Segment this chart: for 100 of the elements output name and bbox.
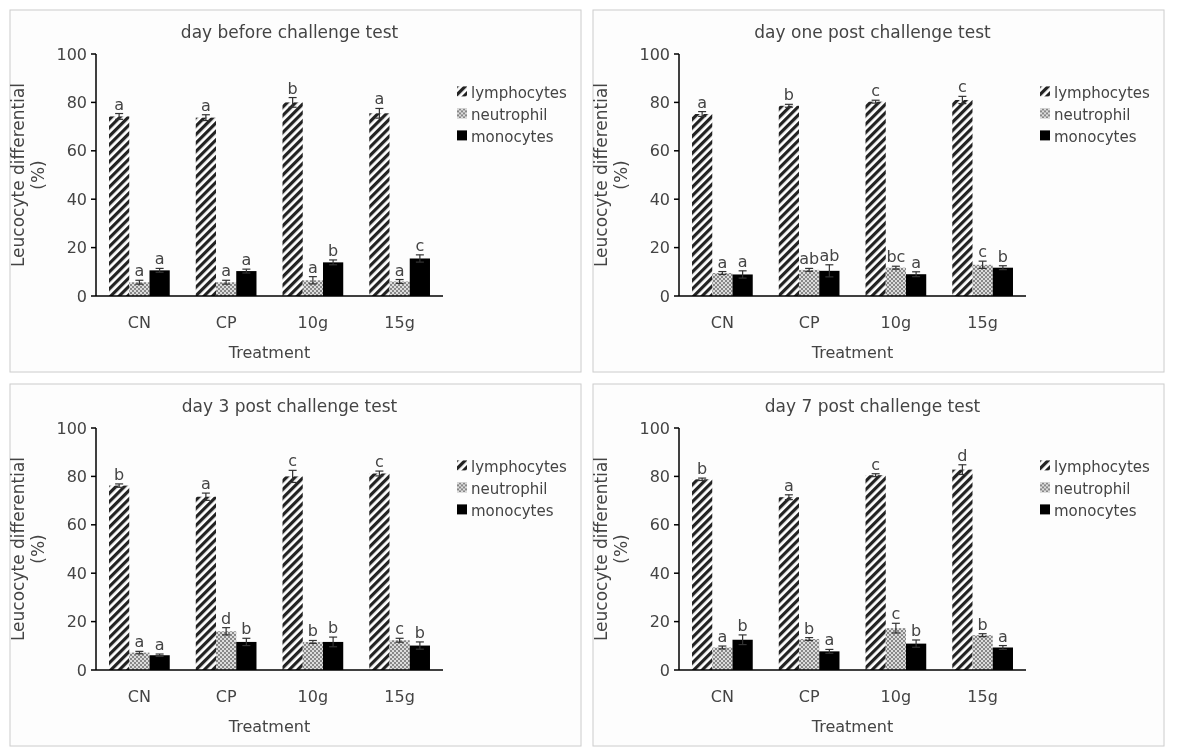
data-label: b: [114, 464, 125, 484]
data-label: b: [977, 614, 988, 634]
y-tick-label: 20: [66, 612, 87, 632]
y-axis-title: Leucocyte differential (%): [591, 82, 631, 268]
data-label: c: [395, 619, 405, 639]
data-label: b: [804, 618, 815, 638]
y-axis-title: Leucocyte differential (%): [8, 456, 48, 642]
bar: [865, 101, 886, 296]
legend-label: neutrophil: [1054, 105, 1131, 124]
data-label: b: [737, 615, 748, 635]
legend-label: lymphocytes: [471, 457, 568, 476]
y-tick-label: 60: [649, 141, 670, 161]
y-tick-label: 20: [649, 238, 670, 258]
y-tick-label: 60: [649, 515, 670, 535]
bar: [195, 117, 216, 296]
legend-label: monocytes: [471, 501, 554, 520]
x-tick-label: CN: [127, 313, 151, 332]
y-tick-label: 40: [649, 563, 670, 583]
data-label: c: [891, 604, 901, 624]
bar: [109, 116, 130, 296]
y-tick-label: 100: [56, 44, 87, 64]
bar: [216, 282, 237, 296]
bar: [149, 655, 170, 670]
x-tick-label: CP: [215, 687, 237, 706]
legend-label: neutrophil: [471, 105, 548, 124]
x-tick-label: 10g: [297, 313, 329, 332]
bar: [109, 485, 130, 670]
data-label: ab: [819, 245, 840, 265]
x-axis-title: Treatment: [227, 717, 311, 736]
bar: [369, 113, 390, 296]
data-label: b: [287, 78, 298, 98]
bar: [972, 635, 993, 670]
legend-label: lymphocytes: [1054, 83, 1151, 102]
data-label: c: [871, 81, 881, 101]
y-tick-label: 100: [639, 44, 670, 64]
chart-title: day before challenge test: [180, 22, 399, 42]
legend-label: lymphocytes: [471, 83, 568, 102]
y-tick-label: 0: [659, 660, 670, 680]
data-label: a: [134, 632, 145, 652]
data-label: c: [288, 451, 298, 471]
y-tick-label: 60: [66, 141, 87, 161]
data-label: a: [717, 627, 728, 647]
x-axis-title: Treatment: [810, 343, 894, 362]
data-label: a: [737, 251, 748, 271]
y-tick-label: 80: [649, 93, 670, 112]
bar: [216, 631, 237, 670]
bar: [282, 476, 303, 670]
data-label: b: [241, 619, 252, 639]
chart-title: day one post challenge test: [754, 22, 991, 42]
y-tick-label: 0: [659, 286, 670, 306]
x-tick-label: CP: [798, 687, 820, 706]
data-label: a: [200, 95, 211, 115]
x-tick-label: 10g: [297, 687, 329, 706]
bar: [302, 641, 323, 670]
bar: [409, 258, 430, 296]
data-label: a: [241, 250, 252, 270]
data-label: a: [221, 261, 232, 281]
bar: [972, 264, 993, 296]
data-label: c: [957, 77, 967, 97]
bar: [906, 274, 927, 296]
data-label: d: [221, 608, 232, 628]
bar: [149, 270, 170, 296]
bar: [819, 270, 840, 296]
y-tick-label: 0: [76, 660, 87, 680]
bar: [282, 102, 303, 296]
x-tick-label: CP: [798, 313, 820, 332]
x-tick-label: 10g: [880, 687, 912, 706]
legend-label: neutrophil: [1054, 479, 1131, 498]
legend-label: monocytes: [1054, 127, 1137, 146]
bar: [885, 628, 906, 670]
x-tick-label: 15g: [384, 313, 415, 332]
bar: [302, 280, 323, 296]
data-label: c: [415, 235, 425, 255]
data-label: a: [717, 252, 728, 272]
data-label: a: [911, 252, 922, 272]
y-axis-title: Leucocyte differential (%): [591, 456, 631, 642]
data-label: a: [374, 89, 385, 109]
x-axis-title: Treatment: [810, 717, 894, 736]
data-label: a: [134, 261, 145, 281]
y-tick-label: 40: [649, 189, 670, 209]
data-label: b: [307, 621, 318, 641]
y-tick-label: 80: [66, 467, 87, 486]
x-axis-title: Treatment: [227, 343, 311, 362]
data-label: a: [824, 630, 835, 650]
data-label: a: [200, 474, 211, 494]
bar: [129, 652, 150, 670]
x-tick-label: CN: [127, 687, 151, 706]
bar: [712, 273, 733, 296]
bar: [819, 651, 840, 670]
data-label: a: [997, 626, 1008, 646]
bar: [952, 99, 973, 296]
bar: [952, 469, 973, 670]
bar: [865, 475, 886, 670]
bar: [778, 105, 799, 296]
data-label: a: [154, 635, 165, 655]
y-tick-label: 20: [66, 238, 87, 258]
legend-label: lymphocytes: [1054, 457, 1151, 476]
bar: [692, 114, 713, 296]
bar: [195, 496, 216, 670]
bar: [732, 639, 753, 670]
